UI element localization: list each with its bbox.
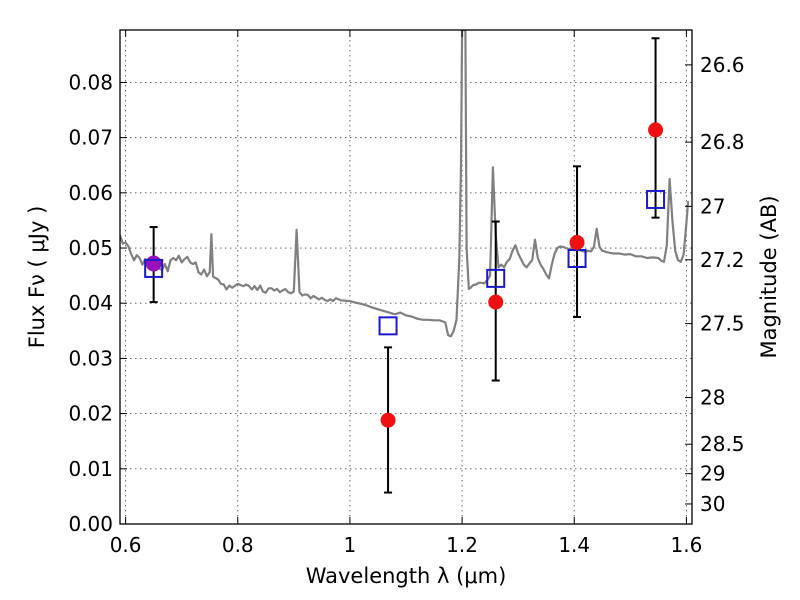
synthetic-point — [567, 249, 587, 269]
x-tick-label: 0.6 — [110, 533, 142, 557]
y2-tick-label: 28.5 — [700, 432, 745, 456]
y2-tick-label: 27 — [700, 194, 725, 218]
y2-tick-label: 27.5 — [700, 312, 745, 336]
y-tick-label: 0.00 — [68, 512, 113, 536]
y2-tick-label: 29 — [700, 462, 725, 486]
x-tick-label: 0.8 — [222, 533, 254, 557]
y2-tick-label: 26.6 — [700, 53, 745, 77]
y2-axis-label: Magnitude (AB) — [757, 195, 781, 358]
observed-point — [648, 122, 664, 138]
data-markers — [144, 122, 666, 428]
x-tick-label: 1 — [344, 533, 357, 557]
synthetic-point — [378, 316, 398, 336]
y2-tick-label: 27.2 — [700, 248, 745, 272]
plot-frame — [119, 29, 693, 525]
y-axis-label: Flux Fν ( μJy ) — [25, 206, 49, 349]
x-tick-label: 1.4 — [558, 533, 590, 557]
y2-tick-label: 30 — [700, 492, 725, 516]
synthetic-point — [486, 268, 506, 288]
error-bars — [149, 37, 660, 494]
y-tick-label: 0.08 — [68, 70, 113, 94]
y-tick-label: 0.06 — [68, 181, 113, 205]
y-tick-label: 0.02 — [68, 402, 113, 426]
observed-point — [488, 294, 504, 310]
y2-tick-label: 28 — [700, 386, 725, 410]
tick-labels: 0.6 0.8 1 1.2 1.4 1.6 0.00 0.01 0.02 0.03 0.04 0.05… — [68, 53, 744, 557]
x-tick-label: 1.6 — [670, 533, 702, 557]
y-tick-label: 0.04 — [68, 291, 113, 315]
x-tick-label: 1.2 — [446, 533, 478, 557]
observed-point — [569, 235, 585, 251]
y-tick-label: 0.05 — [68, 236, 113, 260]
observed-point — [380, 412, 396, 428]
axis-ticks — [120, 30, 692, 525]
y-tick-label: 0.01 — [68, 457, 113, 481]
synthetic-point — [144, 258, 164, 278]
y-tick-label: 0.07 — [68, 126, 113, 150]
optical-point — [145, 255, 162, 272]
plot-area — [120, 30, 690, 494]
grid-lines — [120, 30, 692, 525]
y-tick-label: 0.03 — [68, 346, 113, 370]
x-axis-label: Wavelength λ (μm) — [306, 564, 507, 588]
synthetic-point — [646, 189, 666, 209]
y2-tick-label: 26.8 — [700, 130, 745, 154]
model-spectrum-line — [120, 30, 690, 338]
